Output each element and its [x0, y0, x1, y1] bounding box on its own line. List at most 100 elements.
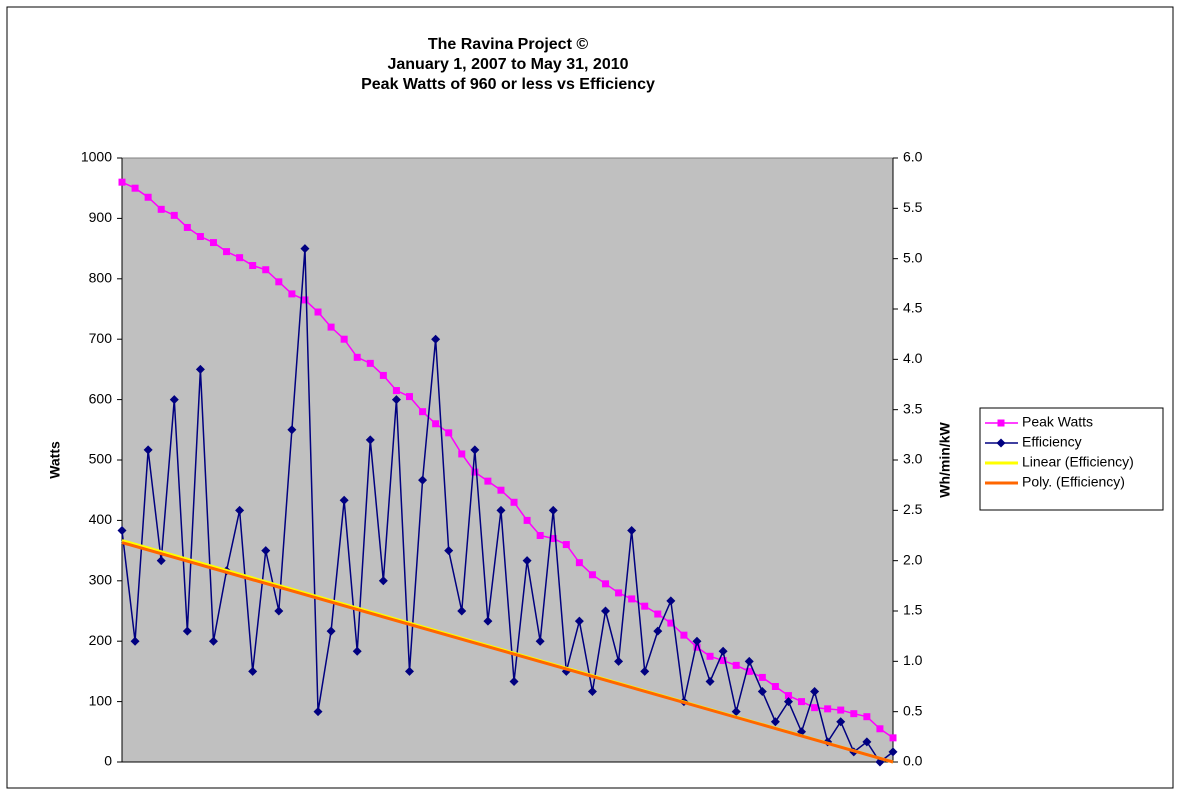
marker — [548, 505, 558, 515]
marker — [615, 589, 623, 597]
marker — [235, 505, 245, 515]
marker — [117, 525, 127, 535]
marker — [640, 666, 650, 676]
y2-tick-label: 1.5 — [903, 602, 923, 618]
marker — [836, 717, 846, 727]
marker — [862, 737, 872, 747]
marker — [131, 184, 139, 192]
plot-area — [121, 157, 894, 763]
marker — [758, 673, 766, 681]
marker — [470, 445, 480, 455]
marker — [837, 706, 845, 714]
marker — [601, 606, 611, 616]
y2-tick-label: 1.0 — [903, 652, 923, 668]
marker — [497, 486, 505, 494]
marker — [236, 254, 244, 262]
marker — [365, 435, 375, 445]
marker — [483, 616, 493, 626]
marker — [627, 525, 637, 535]
marker — [784, 692, 792, 700]
marker — [392, 387, 400, 395]
marker — [170, 211, 178, 219]
marker — [653, 626, 663, 636]
marker — [510, 498, 518, 506]
marker — [326, 626, 336, 636]
marker — [771, 683, 779, 690]
marker — [431, 334, 441, 344]
marker — [718, 646, 728, 656]
y2-tick-label: 2.5 — [903, 501, 923, 517]
marker — [536, 532, 544, 539]
marker — [810, 687, 820, 697]
y-tick-label: 800 — [89, 270, 113, 286]
marker — [301, 296, 309, 304]
legend-label: Efficiency — [1022, 434, 1082, 450]
marker — [641, 602, 649, 610]
marker — [418, 475, 428, 485]
series-line — [121, 248, 894, 764]
marker — [680, 631, 688, 639]
marker — [889, 734, 897, 742]
y2-tick-label: 4.0 — [903, 350, 923, 366]
marker — [353, 353, 361, 361]
marker — [863, 713, 871, 721]
y2-tick-label: 3.0 — [903, 451, 923, 467]
marker — [419, 408, 427, 416]
marker — [996, 438, 1006, 448]
marker — [274, 606, 284, 616]
marker — [183, 223, 191, 231]
marker — [693, 643, 701, 651]
marker — [757, 687, 767, 697]
marker — [339, 495, 349, 505]
legend-label: Linear (Efficiency) — [1022, 454, 1134, 470]
marker — [666, 596, 676, 606]
marker — [706, 652, 714, 660]
marker — [405, 393, 413, 401]
marker — [378, 576, 388, 586]
marker — [288, 290, 296, 298]
marker — [484, 477, 492, 485]
marker — [824, 705, 832, 713]
marker — [169, 395, 179, 405]
chart-title: The Ravina Project © — [428, 36, 588, 53]
marker — [562, 541, 570, 549]
marker — [574, 616, 584, 626]
marker — [352, 646, 362, 656]
marker — [587, 687, 597, 697]
marker — [340, 335, 348, 343]
marker — [588, 571, 596, 579]
legend-label: Poly. (Efficiency) — [1022, 474, 1125, 490]
marker — [157, 205, 165, 213]
marker — [457, 606, 467, 616]
marker — [496, 505, 506, 515]
marker — [997, 419, 1005, 427]
series-line — [121, 541, 894, 764]
y-axis-title: Watts — [47, 441, 63, 479]
y-tick-label: 600 — [89, 390, 113, 406]
legend-label: Peak Watts — [1022, 414, 1093, 430]
y2-axis-title: Wh/min/kW — [937, 421, 953, 497]
marker — [262, 266, 270, 274]
marker — [223, 248, 231, 256]
marker — [300, 244, 310, 254]
marker — [602, 580, 610, 588]
marker — [144, 193, 152, 201]
marker — [209, 239, 217, 247]
marker — [195, 364, 205, 374]
marker — [523, 516, 531, 524]
marker — [628, 595, 636, 603]
marker — [391, 395, 401, 405]
marker — [248, 666, 258, 676]
marker — [614, 656, 624, 666]
marker — [549, 535, 557, 543]
marker — [798, 698, 806, 706]
marker — [130, 636, 140, 646]
y2-tick-label: 3.5 — [903, 400, 923, 416]
marker — [458, 450, 466, 458]
y-tick-label: 200 — [89, 632, 113, 648]
marker — [327, 323, 335, 331]
y2-tick-label: 0.5 — [903, 702, 923, 718]
marker — [575, 559, 583, 567]
y-tick-label: 400 — [89, 511, 113, 527]
